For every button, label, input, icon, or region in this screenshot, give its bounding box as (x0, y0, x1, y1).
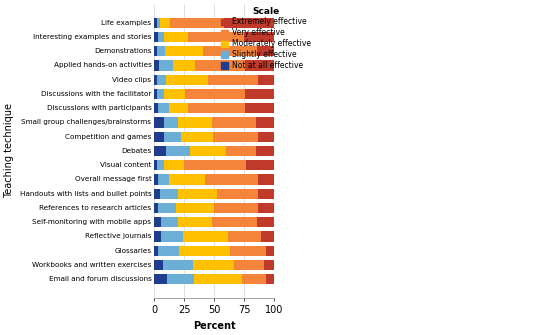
Bar (157, 89, 164, 99)
Bar (164, 132, 180, 142)
Bar (154, 231, 162, 242)
Bar (257, 46, 274, 56)
Bar (178, 217, 212, 227)
Bar (180, 132, 213, 142)
Bar (154, 89, 157, 99)
Bar (169, 174, 205, 185)
Bar (158, 103, 169, 113)
Bar (244, 32, 274, 42)
Bar (190, 146, 226, 156)
Bar (183, 231, 228, 242)
Bar (158, 32, 164, 42)
X-axis label: Percent: Percent (193, 321, 235, 331)
Bar (157, 17, 160, 28)
Bar (188, 32, 244, 42)
Bar (166, 146, 190, 156)
Bar (258, 203, 274, 213)
Bar (208, 74, 258, 85)
Bar (154, 203, 158, 213)
Bar (265, 260, 274, 270)
Bar (154, 32, 158, 42)
Bar (160, 189, 178, 199)
Bar (158, 174, 169, 185)
Bar (213, 132, 258, 142)
Bar (154, 17, 157, 28)
Bar (154, 274, 167, 284)
Bar (154, 217, 162, 227)
Bar (257, 217, 274, 227)
Bar (176, 203, 214, 213)
Bar (154, 174, 158, 185)
Bar (157, 74, 166, 85)
Bar (258, 74, 274, 85)
Bar (165, 46, 204, 56)
Bar (245, 103, 274, 113)
Bar (169, 103, 188, 113)
Bar (245, 89, 274, 99)
Bar (178, 117, 212, 128)
Bar (241, 274, 266, 284)
Bar (154, 117, 164, 128)
Bar (204, 46, 257, 56)
Bar (162, 217, 178, 227)
Bar (230, 246, 266, 256)
Bar (158, 203, 176, 213)
Bar (157, 46, 165, 56)
Bar (258, 132, 274, 142)
Bar (195, 60, 245, 71)
Bar (154, 103, 158, 113)
Bar (226, 146, 256, 156)
Bar (266, 274, 274, 284)
Bar (173, 60, 195, 71)
Bar (194, 274, 241, 284)
Bar (185, 89, 245, 99)
Bar (246, 160, 274, 170)
Bar (154, 160, 157, 170)
Bar (256, 117, 274, 128)
Bar (160, 17, 170, 28)
Bar (154, 146, 166, 156)
Bar (158, 246, 179, 256)
Bar (245, 60, 274, 71)
Bar (212, 117, 256, 128)
Bar (154, 132, 164, 142)
Bar (154, 246, 158, 256)
Bar (214, 203, 258, 213)
Bar (256, 146, 274, 156)
Bar (164, 32, 188, 42)
Bar (154, 60, 159, 71)
Bar (266, 246, 274, 256)
Bar (258, 189, 274, 199)
Bar (228, 231, 261, 242)
Y-axis label: Teaching technique: Teaching technique (4, 104, 14, 198)
Bar (154, 189, 160, 199)
Bar (224, 17, 274, 28)
Bar (258, 174, 274, 185)
Bar (163, 260, 192, 270)
Bar (162, 231, 183, 242)
Bar (192, 260, 234, 270)
Bar (164, 117, 178, 128)
Bar (159, 60, 173, 71)
Bar (234, 260, 265, 270)
Bar (154, 46, 157, 56)
Bar (164, 160, 184, 170)
Bar (167, 274, 194, 284)
Bar (157, 160, 164, 170)
Bar (154, 260, 163, 270)
Bar (170, 17, 224, 28)
Bar (164, 89, 185, 99)
Bar (261, 231, 274, 242)
Bar (184, 160, 246, 170)
Bar (217, 189, 258, 199)
Bar (166, 74, 208, 85)
Bar (154, 74, 157, 85)
Bar (179, 246, 230, 256)
Bar (178, 189, 217, 199)
Bar (212, 217, 257, 227)
Bar (188, 103, 245, 113)
Bar (205, 174, 258, 185)
Legend: Extremely effective, Very effective, Moderately effective, Slightly effective, N: Extremely effective, Very effective, Mod… (219, 5, 312, 72)
